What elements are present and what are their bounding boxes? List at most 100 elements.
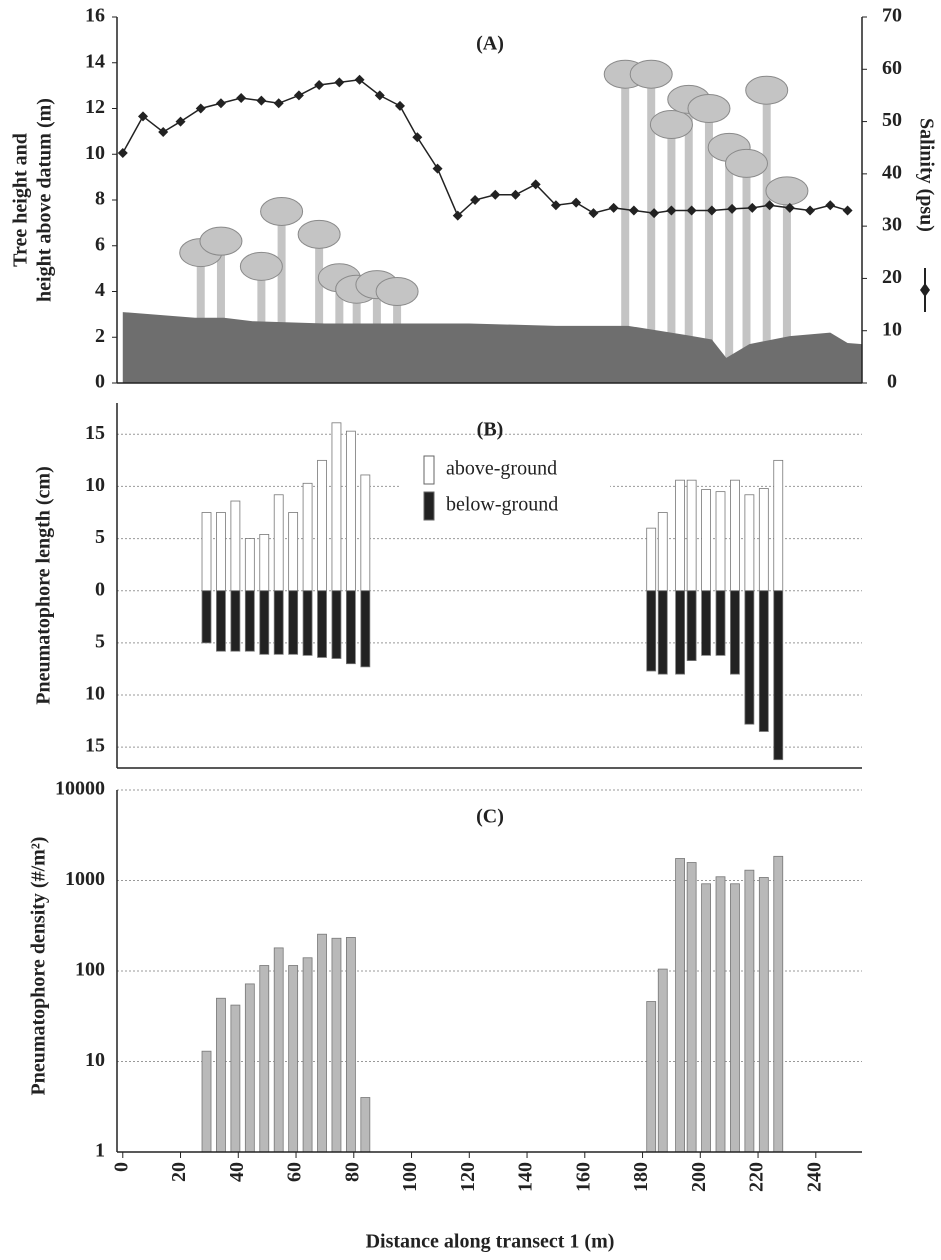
salinity-point <box>314 79 325 90</box>
bar <box>345 937 356 1153</box>
salinity-point <box>215 98 226 109</box>
salinity-point <box>175 116 186 127</box>
bar <box>730 590 740 675</box>
salinity-point <box>412 132 423 143</box>
salinity-point <box>374 90 385 101</box>
bar <box>216 997 226 1153</box>
salinity-point <box>137 111 148 122</box>
y-tick-label: 6 <box>95 233 105 255</box>
legend-label: above-ground <box>446 458 557 480</box>
y-axis-label: Pneumatophore length (cm) <box>33 466 55 705</box>
bar <box>317 933 327 1153</box>
bar <box>686 479 697 592</box>
salinity-point <box>727 203 738 214</box>
y-tick-label: 12 <box>85 96 105 118</box>
y-tick-label: 0 <box>95 371 105 393</box>
y2-legend-marker <box>920 283 930 297</box>
x-tick-label: 100 <box>399 1162 421 1192</box>
tree-stem <box>704 108 713 383</box>
bar <box>701 883 711 1153</box>
salinity-point <box>608 202 619 213</box>
tree-canopy <box>724 148 768 178</box>
tree-canopy <box>297 219 341 249</box>
bar <box>701 489 711 592</box>
y-tick-label: 5 <box>95 630 105 652</box>
salinity-point <box>686 205 697 216</box>
tree-canopy <box>629 59 673 89</box>
y-tick-label: 10000 <box>55 778 105 800</box>
tree-stem <box>762 90 771 383</box>
salinity-point <box>158 127 169 138</box>
x-tick-label: 240 <box>803 1162 825 1192</box>
bar <box>730 883 740 1153</box>
salinity-point <box>747 202 758 213</box>
salinity-point <box>764 200 775 211</box>
salinity-point <box>571 197 582 208</box>
salinity-point <box>334 77 345 88</box>
bar <box>360 474 371 592</box>
y2-tick-label: 70 <box>882 5 902 27</box>
bar <box>230 590 241 652</box>
bar <box>244 590 255 652</box>
tree-canopy <box>649 110 693 140</box>
bar <box>744 869 755 1153</box>
bar <box>744 590 755 725</box>
bar <box>302 590 313 656</box>
tree-canopy <box>239 251 283 281</box>
ground-area <box>122 312 862 383</box>
salinity-point <box>470 195 481 205</box>
bar <box>657 512 668 592</box>
legend-swatch <box>423 491 435 521</box>
tree-stem <box>667 124 676 383</box>
x-tick-label: 180 <box>630 1162 652 1192</box>
y2-tick-label: 10 <box>882 318 902 340</box>
bar <box>230 1004 241 1153</box>
x-tick-label: 0 <box>110 1162 132 1172</box>
y-tick-label: 0 <box>95 578 105 600</box>
bar <box>657 968 668 1153</box>
y2-tick-label: 50 <box>882 109 902 131</box>
y-axis-label: Tree height and <box>10 133 32 267</box>
bar <box>331 590 342 659</box>
bar <box>758 877 769 1153</box>
bar <box>758 590 769 732</box>
bar <box>201 512 212 592</box>
bar <box>273 947 284 1153</box>
y-tick-label: 10 <box>85 142 105 164</box>
bar <box>657 590 668 675</box>
bar <box>273 590 284 655</box>
bar <box>230 500 241 592</box>
y-axis-label: Pneumatophore density (#/m²) <box>28 837 50 1096</box>
salinity-point <box>706 205 717 216</box>
salinity-point <box>432 163 443 174</box>
bar <box>360 1097 371 1153</box>
legend-label: below-ground <box>446 494 558 516</box>
x-tick-label: 80 <box>341 1162 363 1182</box>
salinity-point <box>805 205 816 216</box>
tree-stem <box>315 234 324 383</box>
bar <box>686 590 697 661</box>
bar <box>244 538 255 592</box>
salinity-point <box>256 95 267 106</box>
bar <box>259 590 270 655</box>
x-tick-label: 220 <box>746 1162 768 1192</box>
y-tick-label: 10 <box>85 1049 105 1071</box>
y2-tick-label: 20 <box>882 266 902 288</box>
bar <box>360 590 371 668</box>
tree-stem <box>782 190 791 383</box>
bar <box>288 590 299 655</box>
bar <box>259 965 270 1153</box>
bar <box>216 590 226 652</box>
bar <box>288 512 299 592</box>
y2-tick-label: 0 <box>887 371 897 393</box>
x-tick-label: 200 <box>688 1162 710 1192</box>
y-tick-label: 1000 <box>65 868 105 890</box>
bar <box>216 512 226 592</box>
bar <box>201 1050 212 1153</box>
salinity-point <box>293 90 304 101</box>
y2-tick-label: 40 <box>882 161 902 183</box>
salinity-point <box>842 205 853 216</box>
bar <box>758 488 769 592</box>
tree-stem <box>684 99 693 383</box>
